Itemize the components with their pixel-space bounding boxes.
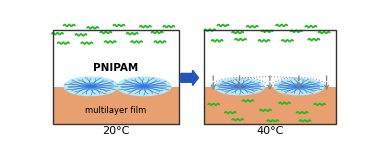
Ellipse shape	[230, 84, 249, 90]
Ellipse shape	[235, 85, 244, 88]
Ellipse shape	[215, 79, 265, 95]
Ellipse shape	[290, 84, 308, 90]
Text: 20°C: 20°C	[102, 126, 130, 136]
Ellipse shape	[86, 85, 96, 88]
Ellipse shape	[294, 85, 303, 88]
Text: multilayer film: multilayer film	[85, 106, 147, 115]
Bar	[53, 30, 179, 124]
Bar	[53, 30, 179, 87]
Text: PNIPAM: PNIPAM	[93, 63, 139, 73]
Bar	[204, 30, 336, 87]
Ellipse shape	[81, 83, 101, 90]
Ellipse shape	[134, 83, 154, 90]
Ellipse shape	[139, 85, 149, 88]
Text: 40°C: 40°C	[256, 126, 284, 136]
FancyArrow shape	[181, 70, 198, 86]
Bar	[204, 30, 336, 124]
Ellipse shape	[274, 79, 324, 95]
Bar	[204, 87, 336, 124]
Ellipse shape	[117, 77, 171, 95]
Bar	[53, 87, 179, 124]
Ellipse shape	[64, 77, 118, 95]
